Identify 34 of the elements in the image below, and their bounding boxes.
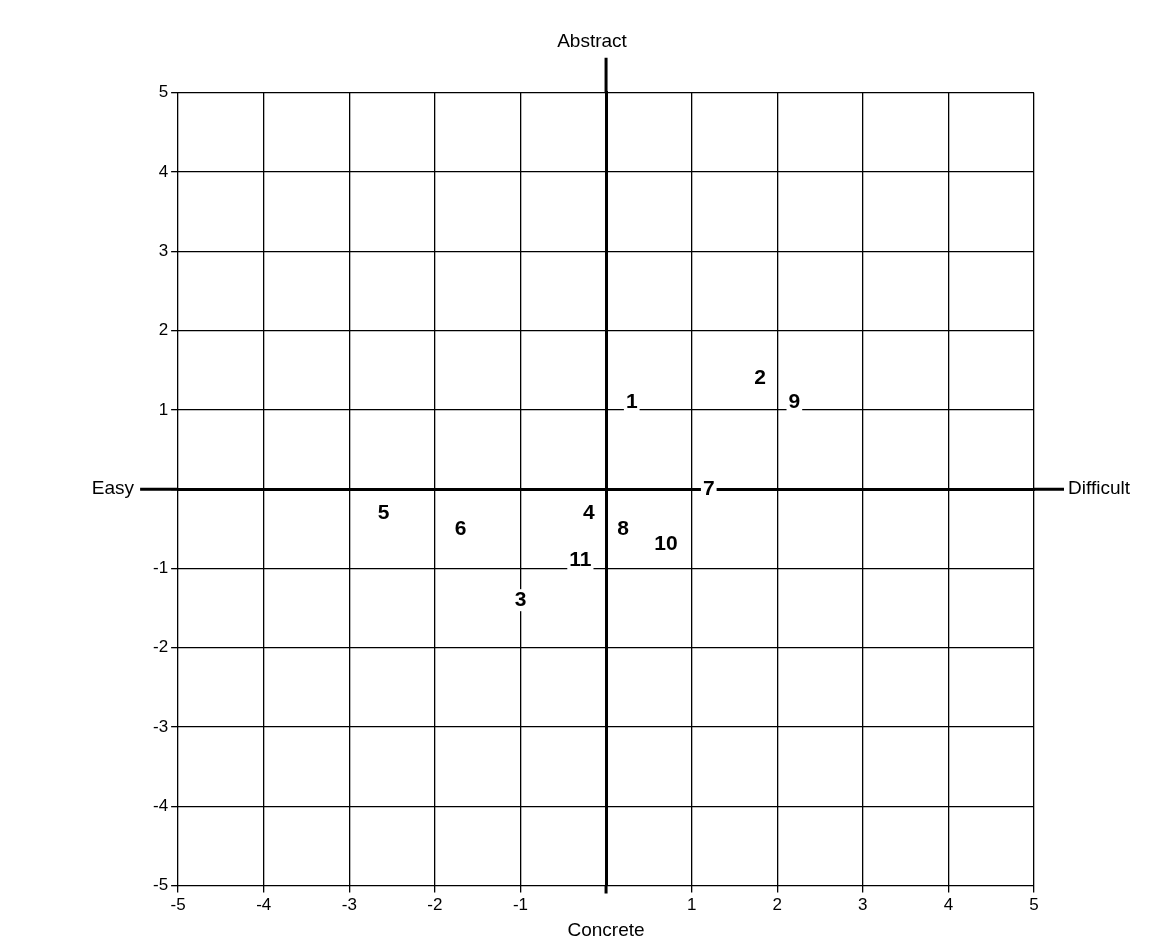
x-tick-label: 3 (858, 895, 868, 915)
annotation: 11 (569, 547, 592, 571)
x-tick-label: -4 (256, 895, 272, 915)
x-tick-label: 4 (943, 895, 954, 915)
text: Easy (91, 477, 135, 499)
x-tick-label: -1 (512, 895, 529, 915)
x-axis-title: Concrete (567, 919, 645, 941)
y-tick-label: 3 (158, 241, 169, 261)
y-tick-label: 4 (158, 161, 169, 181)
annotation: 9 (788, 388, 801, 412)
annotation: 1 (625, 388, 638, 412)
y-tick-label: -2 (152, 637, 169, 657)
chart-title: Abstract (557, 29, 628, 51)
y-tick-label: 2 (158, 320, 169, 340)
text: Difficult (1068, 477, 1131, 499)
y-tick-label: 5 (158, 82, 169, 102)
y-tick-label: -4 (152, 796, 169, 816)
y-tick-label: 1 (158, 399, 169, 419)
x-tick-label: 2 (772, 895, 782, 915)
y-tick-label: -1 (152, 558, 169, 578)
y-tick-label: -5 (152, 875, 169, 895)
annotation: 10 (654, 531, 678, 555)
annotation: 5 (377, 499, 390, 523)
x-tick-label: 1 (686, 895, 697, 915)
annotation: 2 (754, 365, 766, 388)
annotation: 3 (514, 586, 527, 610)
annotation: 6 (454, 515, 467, 539)
annotation: 4 (583, 499, 596, 523)
y-tick-label: -3 (152, 716, 169, 736)
annotation: 7 (702, 476, 715, 499)
annotation: 8 (617, 515, 630, 539)
x-tick-label: 5 (1029, 895, 1039, 915)
x-tick-label: -2 (427, 895, 443, 915)
x-tick-label: -3 (341, 895, 357, 915)
